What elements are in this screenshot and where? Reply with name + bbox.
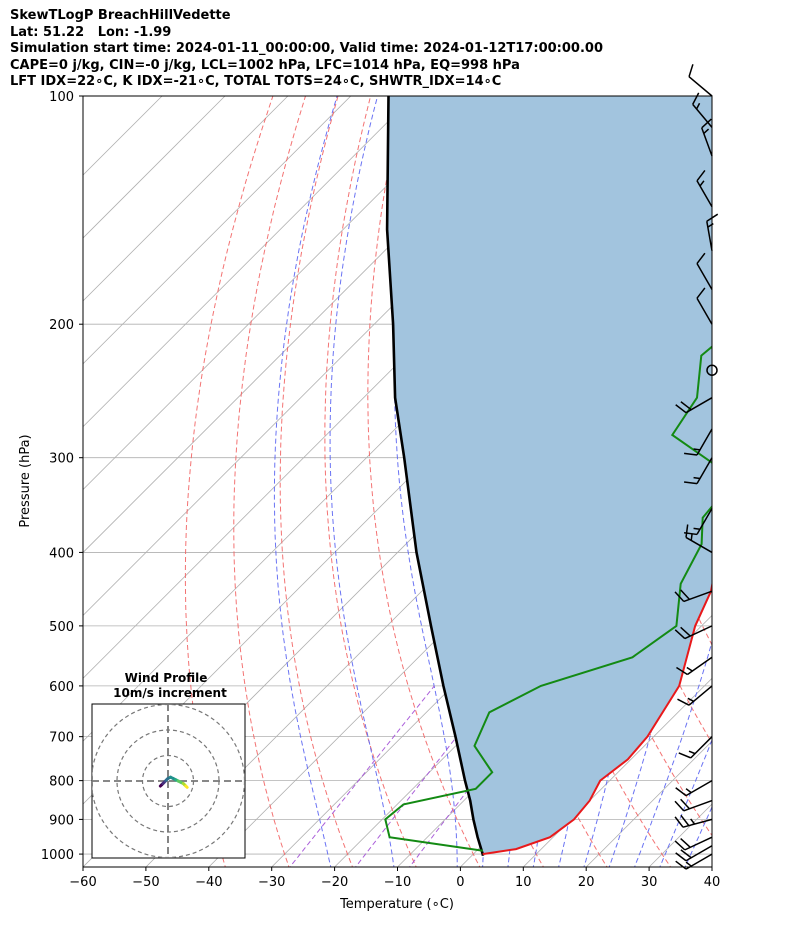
dry-adiabat-line [729,96,794,870]
cape-shading [387,96,712,856]
isotherm-line [83,96,414,428]
isotherm-line [83,96,289,302]
wind-barb [706,213,719,251]
dry-adiabat-line [279,96,354,867]
isotherm-line [83,96,226,239]
moist-adiabat-line [608,96,684,867]
chart-header: SkewTLogP BreachHillVedette Lat: 51.22 L… [10,8,603,91]
time-line: Simulation start time: 2024-01-11_00:00:… [10,41,603,56]
isotherm-line [523,677,712,867]
parcel-profile-line [385,96,485,856]
wind-barb [696,252,713,290]
hodograph-plot [92,704,245,858]
wind-barb [684,428,713,456]
isotherm-line [83,96,352,365]
chart-title: SkewTLogP BreachHillVedette [10,8,231,23]
wind-barb [677,685,713,706]
x-tick-label: 20 [578,875,595,890]
hodograph-segment [184,784,189,789]
dry-adiabat-line [184,96,274,867]
x-tick-label: −20 [321,875,348,890]
x-tick-label: −10 [384,875,411,890]
wind-barb [675,779,713,797]
y-tick-label: 600 [49,680,74,695]
wind-barb [701,118,713,157]
wind-barb [688,64,713,97]
y-tick-label: 900 [49,813,74,828]
wind-barb [674,625,713,640]
wind-barb [674,798,713,812]
y-tick-label: 200 [49,318,74,333]
wind-barb [675,853,713,870]
y-tick-label: 500 [49,620,74,635]
moist-adiabat-line [329,96,395,867]
y-tick-label: 700 [49,731,74,746]
wind-barb [696,170,713,208]
hodograph-inset: Wind Profile 10m/s increment [91,671,246,859]
wind-barb [676,656,713,676]
moist-adiabat-line [634,640,712,867]
mixing-ratio-line [289,685,435,867]
wind-barb [675,397,713,414]
wind-barbs [674,64,719,870]
indices-line: LFT IDX=22∘C, K IDX=-21∘C, TOTAL TOTS=24… [10,74,502,89]
y-axis-label: Pressure (hPa) [18,434,33,527]
plot-area [83,96,794,870]
x-tick-label: 10 [515,875,532,890]
x-tick-label: −50 [132,875,159,890]
temperature-profile-line [482,580,712,856]
axes: −60 −50 −40 −30 −20 −10 0 10 20 30 40 1000 900 800 700… [41,90,720,890]
wind-barb [675,845,713,862]
isotherm-line [83,96,477,491]
hodograph-title: Wind Profile [125,671,208,685]
wind-barb [685,524,713,554]
wind-barb [674,589,713,603]
wind-barb [678,736,713,759]
hodograph-subtitle: 10m/s increment [113,686,227,700]
wind-barb [674,836,713,851]
wind-barb [696,287,713,325]
moist-adiabat-line [394,96,458,867]
wind-barb [692,92,713,128]
wind-barb [674,814,713,828]
moist-adiabat-line [684,805,712,867]
cape-line: CAPE=0 j/kg, CIN=-0 j/kg, LCL=1002 hPa, … [10,57,520,73]
location-line: Lat: 51.22 Lon: -1.99 [10,24,172,40]
x-tick-label: −60 [69,875,96,890]
x-tick-label: 40 [704,875,721,890]
x-tick-label: −40 [195,875,222,890]
x-tick-label: 0 [456,875,464,890]
y-tick-label: 300 [49,452,74,467]
y-tick-label: 100 [49,90,74,105]
dry-adiabat-line [233,96,306,867]
wind-barb [684,457,713,485]
calm-wind-marker [706,364,718,376]
x-axis-label: Temperature (∘C) [339,897,454,912]
y-tick-label: 800 [49,775,74,790]
dry-adiabat-line [367,96,481,867]
wind-barb [684,508,713,536]
x-tick-label: 30 [641,875,658,890]
x-tick-label: −30 [258,875,285,890]
dry-adiabat-line [762,96,794,870]
y-tick-label: 400 [49,546,74,561]
y-tick-label: 1000 [41,848,74,863]
moist-adiabat-line [273,96,338,867]
dewpoint-profile-line [384,345,712,852]
isotherm-line [711,866,712,867]
